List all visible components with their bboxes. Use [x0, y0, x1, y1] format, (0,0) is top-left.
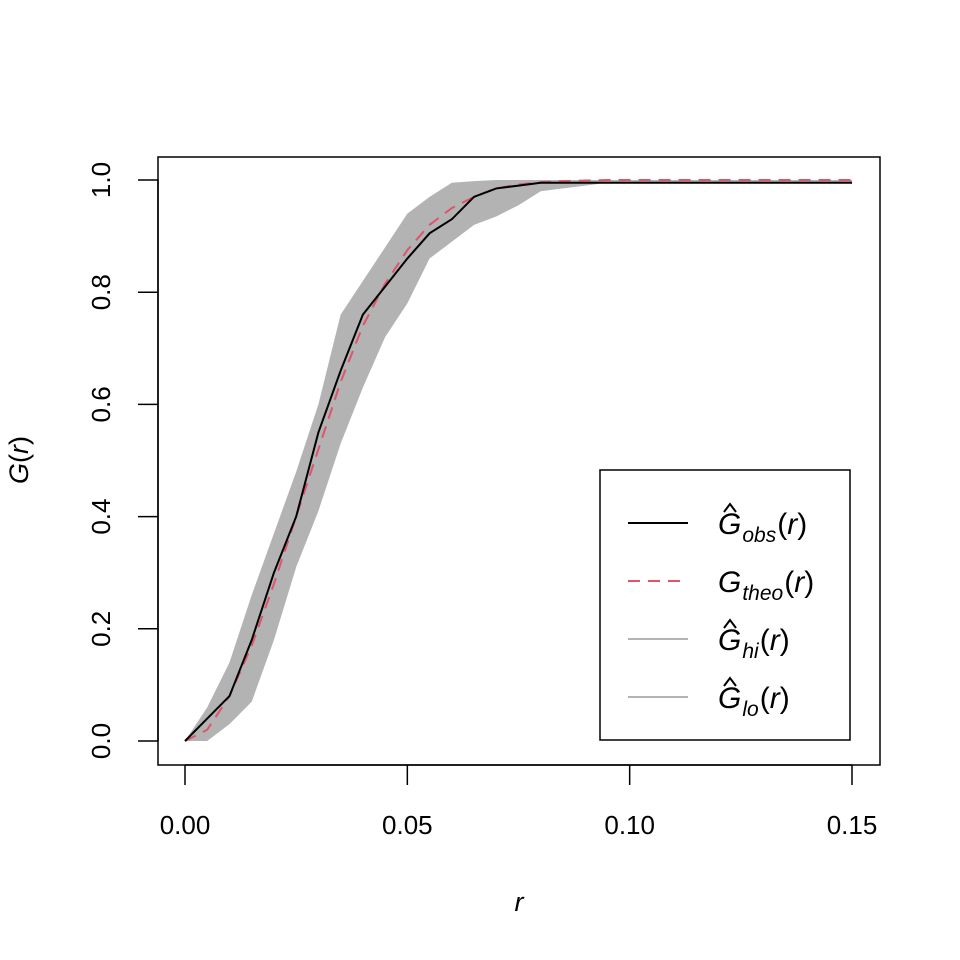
series-layer	[184, 179, 852, 742]
y-tick-label: 1.0	[86, 162, 116, 198]
legend-label-hi: Ghi(r)	[718, 618, 790, 663]
envelope-layer	[185, 180, 852, 741]
hat-accent	[723, 502, 737, 513]
legend-box	[599, 469, 851, 741]
x-tick-label: 0.15	[827, 810, 878, 840]
y-tick-label: 0.8	[86, 274, 116, 310]
legend-label-lo: Glo(r)	[718, 676, 790, 721]
x-tick-label: 0.05	[382, 810, 433, 840]
legend-items: Gobs(r) Gtheo(r) Ghi(r) Glo(r)	[628, 502, 814, 721]
y-tick-label: 0.0	[86, 723, 116, 759]
x-tick-label: 0.00	[160, 810, 211, 840]
hat-accent	[723, 618, 737, 629]
x-axis-title: r	[515, 887, 525, 917]
x-axis: 0.00 0.05 0.10 0.15	[160, 764, 878, 840]
envelope-band	[185, 180, 852, 741]
hat-accent	[723, 676, 737, 687]
svg-text:Gobs(r): Gobs(r)	[718, 508, 807, 547]
x-tick-label: 0.10	[604, 810, 655, 840]
series-line-obs	[184, 181, 852, 742]
legend-label-theo: Gtheo(r)	[718, 566, 814, 605]
legend: Gobs(r) Gtheo(r) Ghi(r) Glo(r)	[599, 469, 851, 741]
y-tick-label: 0.2	[86, 611, 116, 647]
svg-text:Gtheo(r): Gtheo(r)	[718, 566, 814, 605]
svg-text:Ghi(r): Ghi(r)	[718, 624, 790, 663]
legend-label-obs: Gobs(r)	[718, 502, 807, 547]
y-tick-label: 0.6	[86, 386, 116, 422]
series-line-theo	[184, 179, 852, 742]
y-tick-label: 0.4	[86, 499, 116, 535]
y-axis-title: G(r)	[4, 436, 34, 484]
y-axis: 0.0 0.2 0.4 0.6 0.8 1.0	[86, 162, 159, 759]
svg-text:Glo(r): Glo(r)	[718, 682, 790, 721]
